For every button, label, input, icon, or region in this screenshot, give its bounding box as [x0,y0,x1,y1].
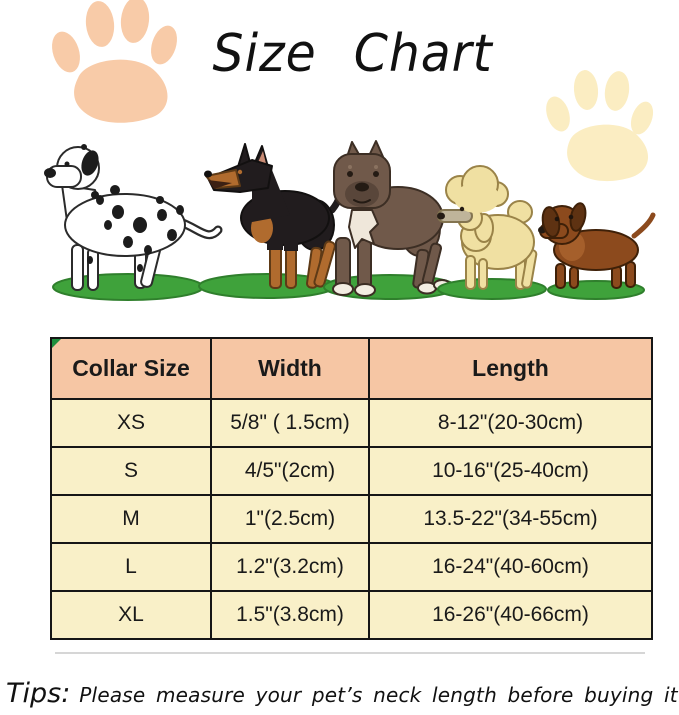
table-row-m: M 1"(2.5cm) 13.5-22"(34-55cm) [52,494,651,542]
header-label: Collar Size [72,355,190,381]
dog-breeds-illustration [44,140,656,301]
size-table: Collar Size Width Length XS 5/8" ( 1.5cm… [50,337,653,640]
table-row-s: S 4/5"(2cm) 10-16"(25-40cm) [52,446,651,494]
green-corner-marker [52,339,61,348]
width-cell: 5/8" ( 1.5cm) [210,400,368,446]
paw-print-icon [546,70,654,182]
paw-print-icon [52,0,177,123]
header-label: Length [472,355,549,381]
length-cell: 16-24"(40-60cm) [368,544,651,590]
length-cell: 16-26"(40-66cm) [368,592,651,638]
header-label: Width [258,355,322,381]
length-cell: 8-12"(20-30cm) [368,400,651,446]
column-header-collar-size: Collar Size [52,339,210,398]
size-cell: L [52,544,210,590]
tips-text: Please measure your pet’s neck length be… [79,683,679,707]
length-cell: 10-16"(25-40cm) [368,448,651,494]
width-cell: 1.2"(3.2cm) [210,544,368,590]
width-cell: 1"(2.5cm) [210,496,368,542]
table-row-xs: XS 5/8" ( 1.5cm) 8-12"(20-30cm) [52,398,651,446]
table-shadow-line [55,652,645,654]
dachshund-illustration [538,202,656,300]
table-header-row: Collar Size Width Length [52,339,651,398]
tips-note: Tips: Please measure your pet’s neck len… [6,678,679,709]
column-header-width: Width [210,339,368,398]
size-cell: XL [52,592,210,638]
table-row-l: L 1.2"(3.2cm) 16-24"(40-60cm) [52,542,651,590]
tips-label: Tips: [6,678,71,709]
page-title: Size Chart [212,24,493,84]
table-row-xl: XL 1.5"(3.8cm) 16-26"(40-66cm) [52,590,651,638]
width-cell: 1.5"(3.8cm) [210,592,368,638]
size-cell: XS [52,400,210,446]
pit-bull-illustration [323,140,457,300]
size-cell: S [52,448,210,494]
size-cell: M [52,496,210,542]
width-cell: 4/5"(2cm) [210,448,368,494]
column-header-length: Length [368,339,651,398]
length-cell: 13.5-22"(34-55cm) [368,496,651,542]
doberman-illustration [198,143,344,299]
poodle-illustration [437,165,547,300]
dalmatian-illustration [44,144,223,301]
